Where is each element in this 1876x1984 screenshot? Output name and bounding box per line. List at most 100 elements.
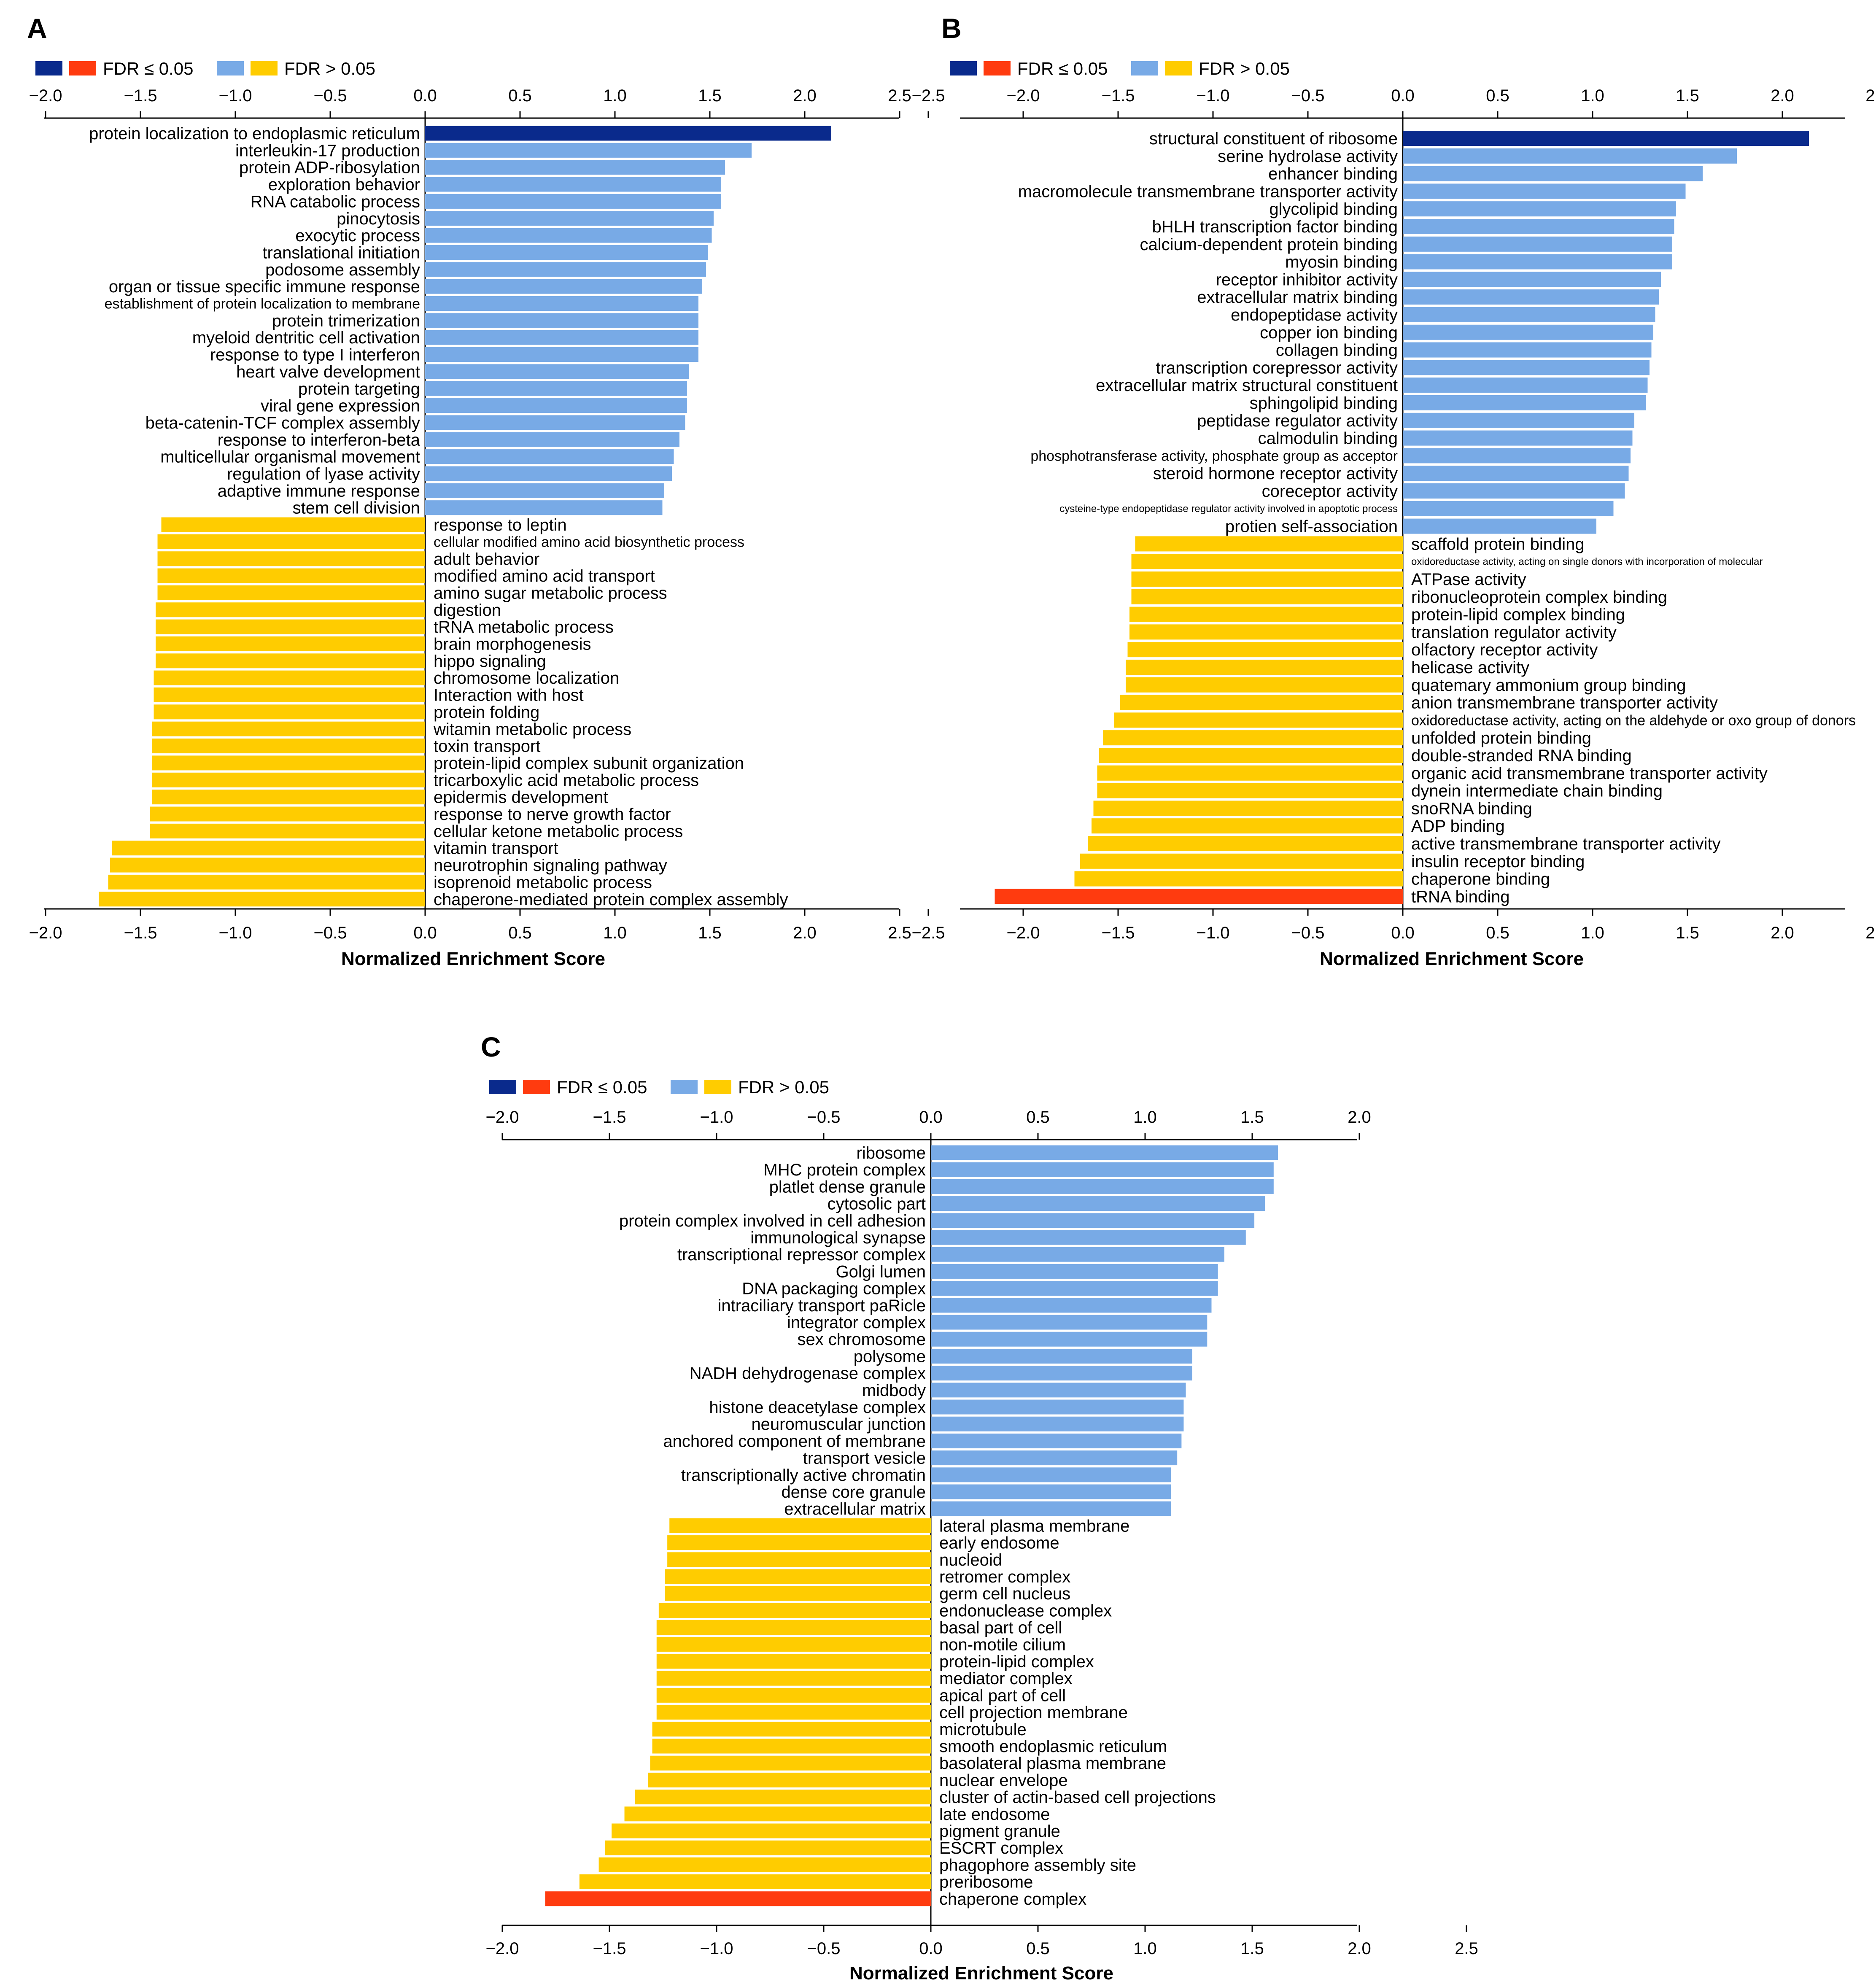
bar-label: calmodulin binding (1258, 429, 1398, 448)
bar-label: organic acid transmembrane transporter a… (1411, 764, 1768, 783)
bottom-tick-label: 0.0 (919, 1939, 943, 1958)
bar (425, 381, 687, 396)
bottom-tick-label: −1.5 (124, 924, 157, 942)
bar-label: structural constituent of ribosome (1149, 129, 1398, 148)
bar (665, 1569, 931, 1584)
bar (931, 1416, 1184, 1431)
bar (1403, 501, 1614, 516)
bar (1403, 342, 1652, 358)
bar-label: protein localization to endoplasmic reti… (89, 124, 420, 143)
bar-label: chaperone binding (1411, 870, 1550, 889)
bar (152, 790, 425, 805)
bar-label: interleukin-17 production (235, 141, 420, 160)
bar (1127, 642, 1403, 658)
bottom-tick-label: −2.0 (1007, 924, 1040, 942)
bar (652, 1739, 931, 1754)
bar-label: basolateral plasma membrane (939, 1754, 1166, 1773)
bar-label: translation regulator activity (1411, 623, 1617, 642)
bar-label: neurotrophin signaling pathway (434, 856, 667, 875)
bar-label: chaperone complex (939, 1890, 1086, 1909)
top-tick-label: 0.0 (919, 1108, 943, 1127)
bar-label: late endosome (939, 1805, 1050, 1824)
bar (1403, 183, 1686, 199)
bar (154, 704, 425, 720)
bar (1403, 219, 1674, 234)
bottom-tick-label: −2.5 (912, 924, 945, 942)
bar-label: Interaction with host (434, 686, 584, 705)
legend: FDR ≤ 0.05 FDR > 0.05 (489, 1077, 829, 1097)
bar-label: copper ion binding (1260, 323, 1398, 342)
bar (1097, 765, 1403, 781)
bar (931, 1264, 1218, 1279)
bottom-tick-label: 1.0 (1133, 1939, 1157, 1958)
bar (156, 636, 425, 651)
bar-label: myeloid dentritic cell activation (192, 329, 420, 347)
bar-label: extracellular matrix structural constitu… (1096, 376, 1398, 395)
bar-label: sex chromosome (797, 1330, 926, 1349)
bar-label: protein-lipid complex subunit organizati… (434, 754, 744, 773)
bar (1403, 518, 1596, 534)
bar (425, 279, 702, 294)
top-tick-label: −2.5 (912, 86, 945, 105)
bar-label: olfactory receptor activity (1411, 641, 1598, 659)
top-tick-label: −1.5 (124, 86, 157, 105)
bar (99, 892, 425, 907)
bottom-tick-label: 1.5 (1676, 924, 1699, 942)
top-tick-label: 0.5 (508, 86, 532, 105)
bar-label: pinocytosis (337, 210, 420, 228)
bar-label: anion transmembrane transporter activity (1411, 694, 1718, 712)
bar-label: RNA catabolic process (251, 192, 420, 211)
panel-letter: A (27, 13, 47, 44)
bar-label: phagophore assembly site (939, 1856, 1136, 1874)
bar-label: protien self-association (1225, 518, 1398, 536)
bar-label: bHLH transcription factor binding (1152, 218, 1398, 236)
bar (425, 296, 698, 311)
bar (425, 245, 708, 260)
bottom-tick-label: 2.5 (888, 924, 911, 942)
bar-label: regulation of lyase activity (227, 465, 420, 483)
bar (545, 1891, 931, 1906)
legend-swatch-nonsig-negative (1165, 61, 1192, 75)
bar (624, 1806, 931, 1822)
legend-label-sig: FDR ≤ 0.05 (557, 1077, 647, 1097)
panel-letter: C (481, 1031, 501, 1062)
bar (425, 483, 664, 498)
panel-b: B FDR ≤ 0.05 FDR > 0.05 −2.5 −2.0 −1.5 −1.0 −0.… (912, 13, 1876, 969)
bar-label: podosome assembly (265, 261, 420, 279)
top-tick-label: −0.5 (314, 86, 347, 105)
bar-label: scaffold protein binding (1411, 535, 1585, 553)
bar-label: insulin receptor binding (1411, 852, 1585, 871)
legend: FDR ≤ 0.05 FDR > 0.05 (950, 59, 1290, 78)
bar-label: cellular modified amino acid biosyntheti… (434, 534, 744, 550)
bottom-tick-label: 1.5 (1240, 1939, 1264, 1958)
bar (157, 585, 425, 600)
top-tick-label: −2.0 (1007, 86, 1040, 105)
bar (1403, 289, 1659, 305)
bar-label: quatemary ammonium group binding (1411, 676, 1686, 695)
bar-label: oxidoreductase activity, acting on the a… (1411, 712, 1856, 728)
top-tick-label: 0.5 (1486, 86, 1509, 105)
x-axis-label: Normalized Enrichment Score (849, 1963, 1113, 1984)
top-tick-label: −0.5 (1291, 86, 1325, 105)
top-tick-label: 2.0 (1771, 86, 1794, 105)
bottom-tick-label: −0.5 (1291, 924, 1325, 942)
bar (1403, 324, 1653, 340)
bar (656, 1620, 931, 1635)
bottom-tick-label: 1.5 (698, 924, 722, 942)
bar-label: sphingolipid binding (1250, 394, 1398, 412)
bar-label: basal part of cell (939, 1619, 1062, 1637)
bar (579, 1874, 931, 1890)
bar-label: stem cell division (293, 499, 420, 518)
bar-label: transport vesicle (803, 1449, 926, 1468)
bar-label: response to leptin (434, 516, 567, 534)
bar (1403, 483, 1625, 499)
top-tick-label: 2.0 (793, 86, 817, 105)
panel-letter: B (941, 13, 962, 44)
bar (1403, 307, 1655, 322)
bar (931, 1450, 1178, 1466)
panel-c: C FDR ≤ 0.05 FDR > 0.05 −2.0 −1.5 −1.0 −0.5 0.0… (481, 1031, 1478, 1984)
bar (150, 806, 425, 822)
bar-label: steroid hormone receptor activity (1153, 464, 1398, 483)
bar (1403, 272, 1661, 287)
bar (425, 177, 721, 192)
